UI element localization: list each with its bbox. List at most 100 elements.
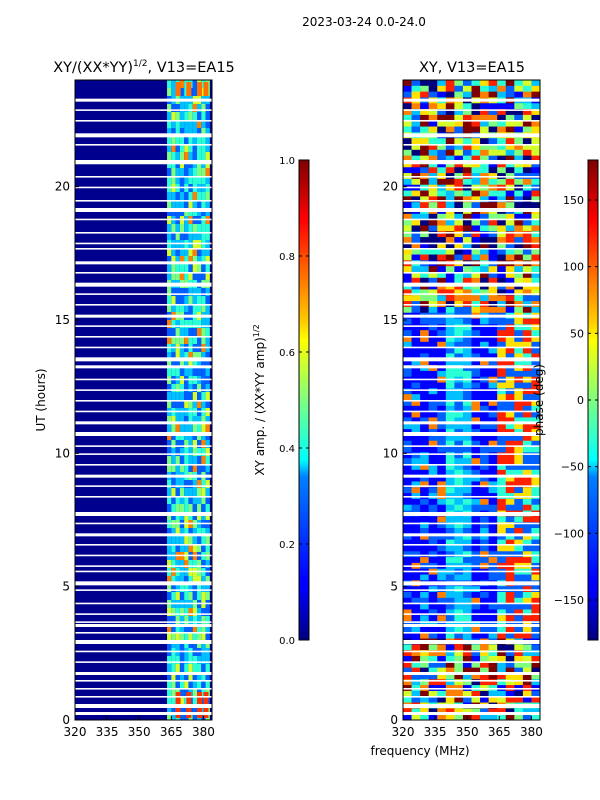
heatmap-cell (462, 690, 472, 698)
data-gap-line (403, 304, 540, 306)
heatmap-cell (454, 178, 464, 186)
heatmap-cell (497, 557, 507, 564)
heatmap-cell (403, 330, 412, 337)
heatmap-cell (522, 516, 532, 523)
heatmap-cell (445, 475, 455, 482)
heatmap-cell (420, 248, 429, 256)
heatmap-cell (428, 219, 438, 226)
heatmap-cell (201, 152, 206, 161)
heatmap-cell (175, 448, 180, 457)
heatmap-cell (522, 592, 532, 599)
heatmap-cell (167, 584, 172, 593)
heatmap-cell (522, 144, 532, 151)
heatmap-cell (188, 536, 193, 545)
heatmap-cell (437, 690, 447, 698)
heatmap-cell (188, 192, 193, 201)
heatmap-cell (411, 679, 421, 686)
heatmap-cell (522, 714, 532, 721)
heatmap-cell (454, 516, 464, 523)
heatmap-cell (522, 353, 532, 360)
heatmap-cell (175, 512, 180, 521)
heatmap-cell (445, 190, 455, 197)
heatmap-cell (531, 283, 541, 290)
heatmap-cell (497, 464, 507, 471)
heatmap-cell (403, 109, 412, 116)
heatmap-cell (403, 161, 412, 168)
heatmap-cell (188, 304, 193, 313)
heatmap-cell (514, 225, 524, 232)
heatmap-cell (471, 446, 481, 453)
heatmap-cell (411, 242, 421, 250)
data-gap-line (403, 133, 540, 138)
heatmap-cell (497, 85, 507, 93)
heatmap-cell (471, 533, 481, 541)
heatmap-cell (192, 680, 198, 689)
heatmap-cell (437, 114, 447, 122)
heatmap-cell (488, 464, 498, 471)
heatmap-cell (428, 382, 438, 389)
heatmap-cell (445, 533, 455, 541)
heatmap-cell (167, 112, 172, 121)
heatmap-cell (454, 318, 464, 325)
heatmap-cell (428, 440, 438, 448)
heatmap-cell (488, 667, 498, 674)
heatmap-cell (179, 320, 185, 329)
heatmap-cell (428, 167, 438, 174)
heatmap-cell (420, 283, 429, 290)
heatmap-cell (480, 417, 489, 424)
heatmap-cell (197, 200, 202, 209)
data-gap-line (75, 704, 212, 708)
heatmap-cell (480, 522, 489, 529)
title-sup: 1/2 (133, 59, 147, 69)
heatmap-cell (462, 341, 472, 349)
heatmap-cell (505, 632, 515, 640)
heatmap-cell (522, 417, 532, 424)
heatmap-cell (437, 516, 447, 523)
heatmap-cell (201, 248, 206, 257)
heatmap-cell (192, 456, 198, 465)
heatmap-cell (497, 626, 507, 634)
heatmap-cell (420, 138, 429, 145)
heatmap-cell (462, 248, 472, 256)
heatmap-cell (420, 574, 429, 581)
heatmap-cell (471, 85, 481, 93)
heatmap-cell (445, 458, 455, 465)
heatmap-cell (437, 196, 447, 203)
heatmap-cell (454, 219, 464, 226)
heatmap-cell (197, 512, 202, 521)
heatmap-cell (420, 423, 429, 430)
heatmap-cell (514, 237, 524, 244)
heatmap-cell (188, 528, 193, 537)
heatmap-cell (497, 679, 507, 686)
heatmap-cell (488, 289, 498, 296)
heatmap-cell (192, 232, 198, 241)
data-gap-line (75, 445, 212, 447)
heatmap-cell (179, 704, 185, 713)
data-gap-line (403, 565, 540, 567)
heatmap-cell (179, 200, 185, 209)
heatmap-cell (522, 632, 532, 640)
heatmap-cell (179, 696, 185, 705)
heatmap-cell (454, 336, 464, 343)
heatmap-cell (471, 306, 481, 314)
heatmap-cell (462, 452, 472, 459)
heatmap-cell (420, 475, 429, 482)
heatmap-cell (188, 448, 193, 457)
heatmap-cell (462, 539, 472, 546)
heatmap-cell (411, 452, 421, 459)
heatmap-cell (205, 592, 210, 601)
heatmap-cell (428, 516, 438, 523)
heatmap-cell (505, 219, 515, 226)
heatmap-cell (411, 690, 421, 698)
heatmap-cell (471, 487, 481, 494)
heatmap-cell (480, 615, 489, 622)
heatmap-cell (428, 289, 438, 296)
heatmap-cell (531, 277, 541, 285)
heatmap-cell (420, 144, 429, 151)
heatmap-cell (437, 231, 447, 238)
ph-ytick-label: 15 (383, 313, 398, 327)
heatmap-cell (522, 667, 532, 674)
heatmap-cell (411, 609, 421, 616)
heatmap-cell (514, 161, 524, 168)
heatmap-cell (184, 112, 189, 121)
